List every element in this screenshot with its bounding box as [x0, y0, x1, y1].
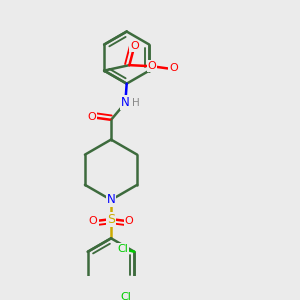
- Text: O: O: [130, 41, 139, 52]
- Text: N: N: [107, 194, 116, 206]
- Text: O: O: [89, 216, 98, 226]
- Text: Cl: Cl: [117, 244, 128, 254]
- Text: O: O: [87, 112, 96, 122]
- Text: O: O: [124, 216, 133, 226]
- Text: N: N: [121, 96, 130, 109]
- Text: H: H: [132, 98, 140, 108]
- Text: O: O: [169, 63, 178, 74]
- Text: S: S: [107, 213, 115, 226]
- Text: Cl: Cl: [120, 292, 131, 300]
- Text: O: O: [148, 61, 156, 71]
